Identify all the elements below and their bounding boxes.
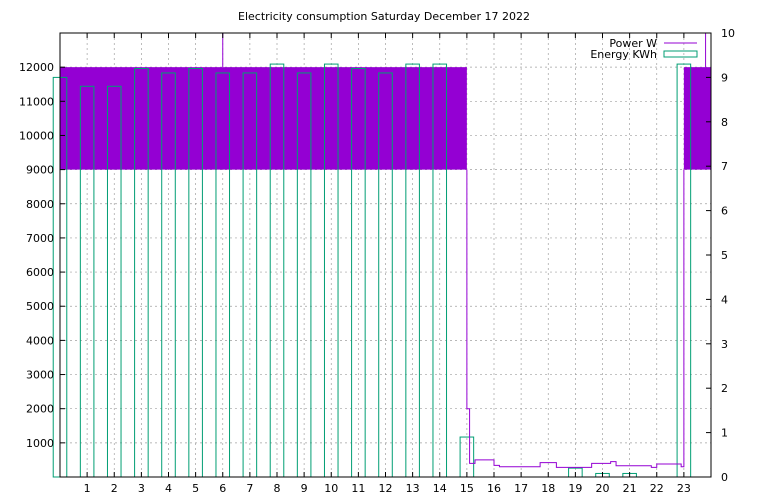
y-right-tick-label: 2	[721, 382, 728, 395]
x-tick-label: 5	[192, 482, 199, 495]
power-band	[60, 67, 711, 170]
x-tick-label: 16	[487, 482, 501, 495]
x-tick-label: 6	[219, 482, 226, 495]
y-left-tick-label: 11000	[19, 95, 54, 108]
x-tick-label: 3	[138, 482, 145, 495]
power-step-line	[466, 169, 685, 468]
chart-title: Electricity consumption Saturday Decembe…	[238, 10, 530, 23]
y-left-tick-label: 3000	[26, 369, 54, 382]
power-line	[222, 33, 707, 468]
legend-label-energy: Energy KWh	[590, 48, 657, 61]
x-tick-label: 17	[514, 482, 528, 495]
y-right-tick-label: 4	[721, 293, 728, 306]
y-right-tick-label: 8	[721, 116, 728, 129]
x-tick-label: 11	[351, 482, 365, 495]
x-tick-label: 13	[406, 482, 420, 495]
y-right-tick-label: 10	[721, 27, 735, 40]
y-right-tick-label: 9	[721, 71, 728, 84]
x-tick-label: 2	[111, 482, 118, 495]
x-tick-label: 1	[84, 482, 91, 495]
y-left-tick-label: 4000	[26, 334, 54, 347]
x-tick-label: 12	[379, 482, 393, 495]
y-right-tick-label: 5	[721, 249, 728, 262]
y-left-tick-label: 9000	[26, 164, 54, 177]
x-tick-label: 18	[541, 482, 555, 495]
y-right-tick-label: 0	[721, 471, 728, 484]
y-right-tick-label: 3	[721, 338, 728, 351]
y-left-tick-label: 5000	[26, 300, 54, 313]
x-tick-label: 7	[246, 482, 253, 495]
y-right-tick-label: 7	[721, 160, 728, 173]
x-tick-label: 19	[568, 482, 582, 495]
power-band-segment	[60, 67, 467, 170]
x-tick-label: 20	[596, 482, 610, 495]
y-left-tick-label: 2000	[26, 403, 54, 416]
y-right-tick-label: 1	[721, 427, 728, 440]
axes: 1 2 3 4 5 6 7 8 9 10 11 12 13 14 15 16 17 18 19 20 21 22 23100…	[19, 27, 735, 495]
legend-label-power: Power W	[609, 37, 657, 50]
x-tick-label: 10	[324, 482, 338, 495]
x-tick-label: 14	[433, 482, 447, 495]
legend: Power W Energy KWh	[590, 37, 698, 61]
x-tick-label: 15	[460, 482, 474, 495]
legend-swatch-energy	[663, 50, 698, 58]
x-tick-label: 4	[165, 482, 172, 495]
x-tick-label: 22	[650, 482, 664, 495]
y-left-tick-label: 1000	[26, 437, 54, 450]
x-tick-label: 9	[301, 482, 308, 495]
y-left-tick-label: 7000	[26, 232, 54, 245]
x-tick-label: 23	[677, 482, 691, 495]
y-right-tick-label: 6	[721, 205, 728, 218]
x-tick-label: 8	[274, 482, 281, 495]
power-band-segment	[683, 67, 711, 170]
y-left-tick-label: 6000	[26, 266, 54, 279]
x-tick-label: 21	[623, 482, 637, 495]
y-left-tick-label: 12000	[19, 61, 54, 74]
y-left-tick-label: 8000	[26, 198, 54, 211]
y-left-tick-label: 10000	[19, 129, 54, 142]
